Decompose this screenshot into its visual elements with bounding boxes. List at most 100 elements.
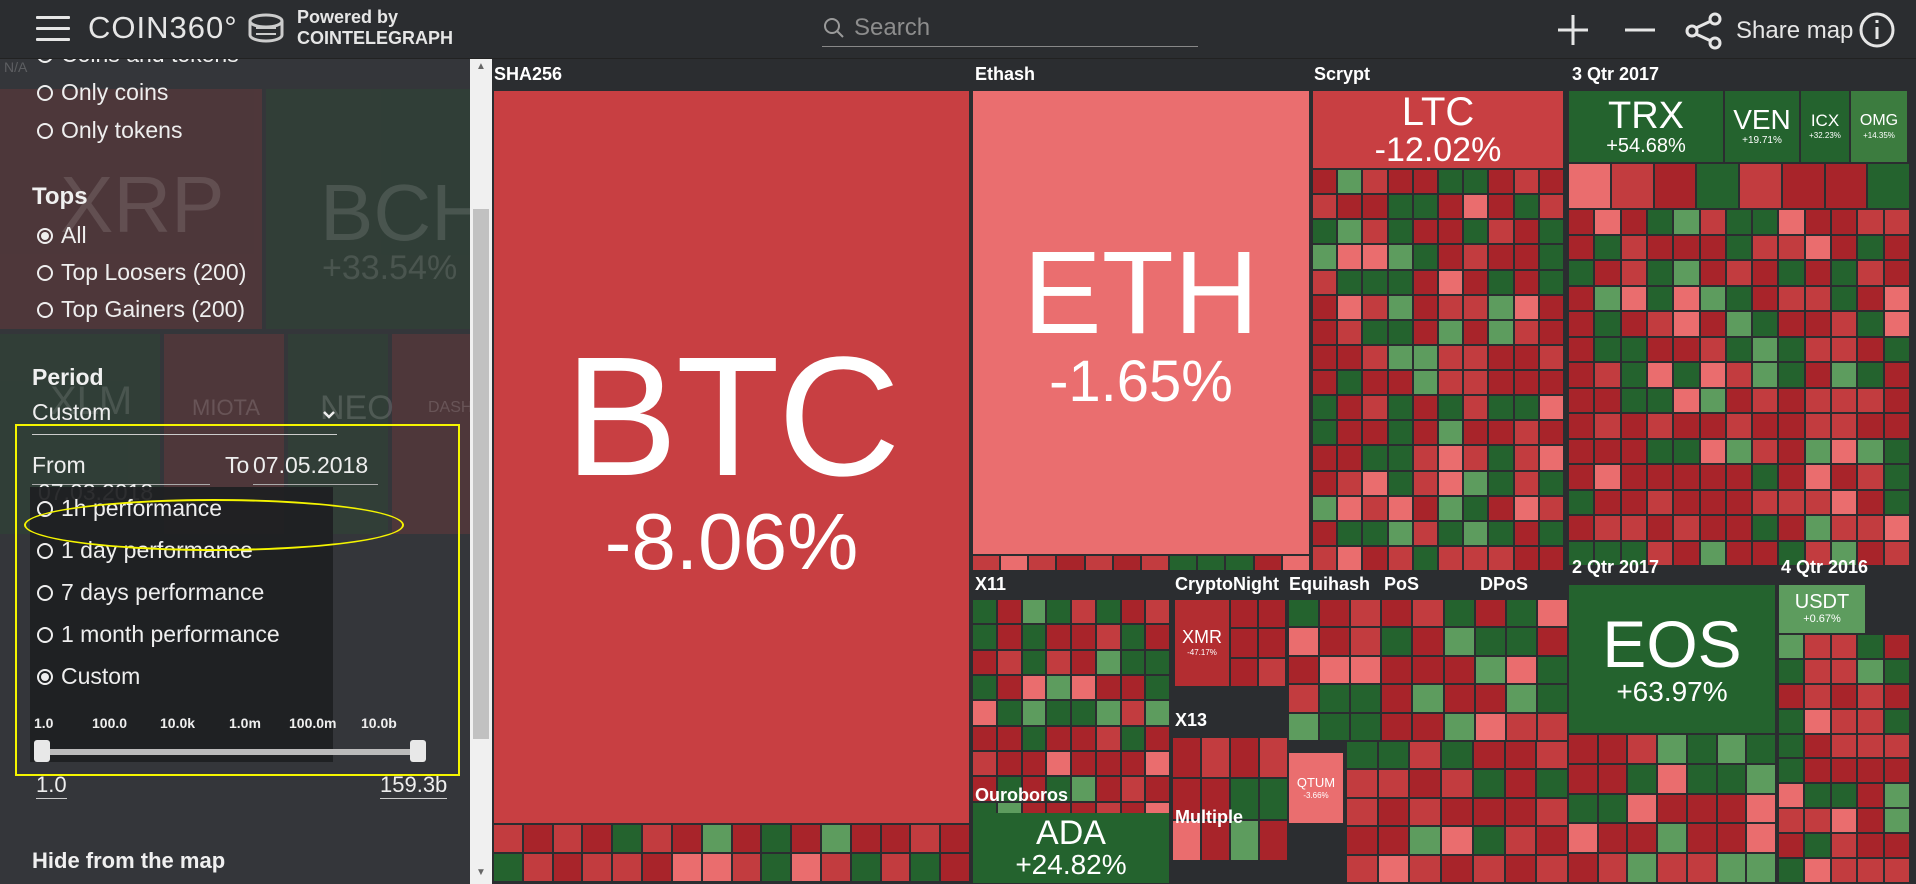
small-coin-tile[interactable] [1537, 855, 1567, 882]
menu-icon[interactable] [36, 16, 70, 42]
small-coin-tile[interactable] [1537, 742, 1567, 769]
small-coin-tile[interactable] [1442, 742, 1472, 769]
small-coin-tile[interactable] [1598, 735, 1627, 763]
zoom-in-icon[interactable] [1553, 10, 1593, 50]
small-coin-tile[interactable] [1413, 195, 1437, 219]
small-coin-tile[interactable] [997, 701, 1021, 725]
radio-top-loosers[interactable] [37, 264, 53, 281]
small-coin-tile[interactable] [1539, 521, 1563, 545]
small-coin-tile[interactable] [1539, 170, 1563, 194]
small-coin-tile[interactable] [1489, 471, 1513, 495]
small-coin-tile[interactable] [1514, 421, 1538, 445]
small-coin-tile[interactable] [1621, 439, 1646, 463]
small-coin-tile[interactable] [1259, 600, 1285, 628]
small-coin-tile[interactable] [1779, 439, 1804, 463]
small-coin-tile[interactable] [1022, 625, 1046, 649]
small-coin-tile[interactable] [1658, 794, 1686, 823]
small-coin-tile[interactable] [973, 676, 996, 700]
small-coin-tile[interactable] [1779, 759, 1804, 783]
small-coin-tile[interactable] [1595, 414, 1620, 438]
small-coin-tile[interactable] [1621, 312, 1646, 336]
small-coin-tile[interactable] [1439, 396, 1463, 420]
small-coin-tile[interactable] [1388, 546, 1412, 570]
small-coin-tile[interactable] [1388, 396, 1412, 420]
small-coin-tile[interactable] [1611, 164, 1653, 208]
small-coin-tile[interactable] [1413, 628, 1443, 655]
small-coin-tile[interactable] [762, 825, 791, 852]
small-coin-tile[interactable] [1726, 439, 1752, 463]
small-coin-tile[interactable] [1621, 388, 1646, 412]
small-coin-tile[interactable] [1072, 625, 1095, 649]
small-coin-tile[interactable] [1569, 735, 1597, 763]
small-coin-tile[interactable] [1388, 446, 1412, 470]
small-coin-tile[interactable] [1146, 625, 1169, 649]
small-coin-tile[interactable] [1001, 556, 1028, 570]
small-coin-tile[interactable] [1313, 371, 1337, 395]
small-coin-tile[interactable] [1413, 496, 1437, 520]
small-coin-tile[interactable] [1442, 827, 1472, 854]
small-coin-tile[interactable] [1464, 496, 1488, 520]
small-coin-tile[interactable] [1231, 820, 1258, 860]
small-coin-tile[interactable] [1700, 363, 1725, 387]
radio-7d[interactable] [37, 584, 53, 601]
small-coin-tile[interactable] [1868, 164, 1909, 208]
small-coin-tile[interactable] [1313, 195, 1337, 219]
small-coin-tile[interactable] [1289, 713, 1319, 740]
coin-tile-ven[interactable]: VEN +19.71% [1725, 91, 1799, 162]
radio-custom[interactable] [37, 668, 53, 685]
small-coin-tile[interactable] [973, 752, 996, 776]
small-coin-tile[interactable] [1858, 210, 1883, 234]
small-coin-tile[interactable] [1831, 809, 1857, 833]
small-coin-tile[interactable] [1505, 827, 1536, 854]
small-coin-tile[interactable] [1475, 628, 1505, 655]
small-coin-tile[interactable] [1621, 516, 1646, 540]
small-coin-tile[interactable] [523, 854, 552, 881]
small-coin-tile[interactable] [1621, 261, 1646, 285]
small-coin-tile[interactable] [1121, 650, 1145, 674]
small-coin-tile[interactable] [1170, 556, 1197, 570]
small-coin-tile[interactable] [1805, 759, 1830, 783]
small-coin-tile[interactable] [1779, 734, 1804, 758]
small-coin-tile[interactable] [1489, 270, 1513, 294]
small-coin-tile[interactable] [973, 600, 996, 624]
small-coin-tile[interactable] [1539, 270, 1563, 294]
small-coin-tile[interactable] [1832, 312, 1857, 336]
small-coin-tile[interactable] [1202, 779, 1229, 819]
small-coin-tile[interactable] [1514, 446, 1538, 470]
info-icon[interactable] [1857, 10, 1897, 50]
small-coin-tile[interactable] [1489, 496, 1513, 520]
small-coin-tile[interactable] [1832, 414, 1857, 438]
small-coin-tile[interactable] [1805, 286, 1831, 310]
small-coin-tile[interactable] [1884, 859, 1909, 882]
small-coin-tile[interactable] [1569, 414, 1594, 438]
small-coin-tile[interactable] [1121, 600, 1145, 624]
small-coin-tile[interactable] [1884, 659, 1909, 683]
small-coin-tile[interactable] [1779, 414, 1804, 438]
small-coin-tile[interactable] [1072, 650, 1095, 674]
small-coin-tile[interactable] [1884, 465, 1909, 489]
period-option-7d[interactable]: 7 days performance [37, 579, 264, 606]
to-date-field[interactable]: 07.05.2018 [253, 452, 378, 485]
small-coin-tile[interactable] [1831, 759, 1857, 783]
small-coin-tile[interactable] [672, 825, 701, 852]
small-coin-tile[interactable] [1514, 295, 1538, 319]
small-coin-tile[interactable] [1831, 659, 1857, 683]
small-coin-tile[interactable] [1884, 261, 1909, 285]
small-coin-tile[interactable] [1146, 650, 1169, 674]
small-coin-tile[interactable] [881, 854, 910, 881]
small-coin-tile[interactable] [1647, 337, 1673, 361]
small-coin-tile[interactable] [1700, 337, 1725, 361]
small-coin-tile[interactable] [1700, 210, 1725, 234]
small-coin-tile[interactable] [1338, 421, 1362, 445]
small-coin-tile[interactable] [1726, 261, 1752, 285]
small-coin-tile[interactable] [1439, 295, 1463, 319]
small-coin-tile[interactable] [1320, 713, 1350, 740]
small-coin-tile[interactable] [583, 854, 612, 881]
small-coin-tile[interactable] [1628, 854, 1657, 882]
small-coin-tile[interactable] [1539, 345, 1563, 369]
small-coin-tile[interactable] [1096, 600, 1120, 624]
small-coin-tile[interactable] [1805, 439, 1831, 463]
small-coin-tile[interactable] [1569, 363, 1594, 387]
period-option-1d[interactable]: 1 day performance [37, 537, 253, 564]
small-coin-tile[interactable] [1884, 312, 1909, 336]
